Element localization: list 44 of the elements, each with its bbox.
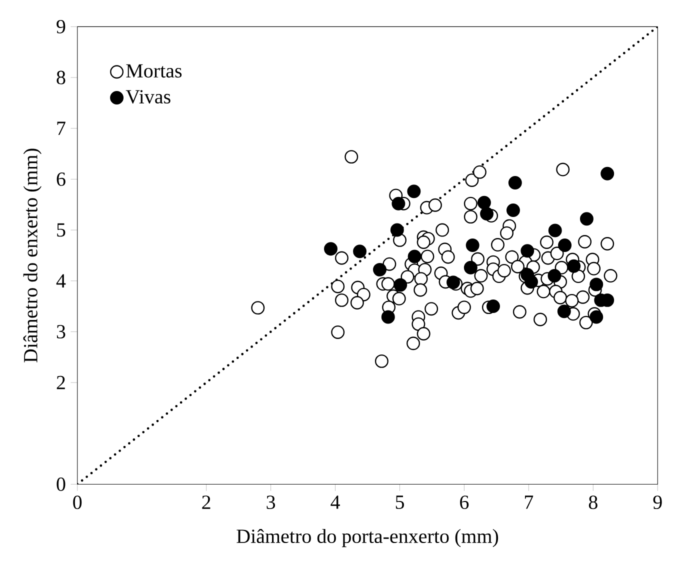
point [580, 212, 594, 226]
y-tick-label: 2 [56, 376, 65, 390]
y-tick-label: 4 [56, 274, 66, 288]
y-tick-label: 6 [56, 172, 66, 186]
y-tick-label: 5 [57, 223, 66, 237]
x-tick-label: 8 [588, 495, 598, 509]
x-tick-label: 6 [460, 495, 469, 509]
point [407, 184, 421, 198]
point [557, 304, 571, 318]
point [506, 203, 520, 217]
point [508, 176, 522, 190]
point [477, 196, 491, 210]
point [464, 260, 478, 274]
x-tick-label: 5 [396, 495, 404, 509]
y-tick-label: 3 [56, 324, 66, 338]
x-tick-label: 9 [653, 495, 662, 509]
point [558, 238, 572, 252]
point [324, 242, 338, 256]
x-tick-label: 4 [330, 495, 340, 509]
x-axis-title: Diâmetro do porta-enxerto (mm) [236, 528, 498, 548]
x-tick-label: 7 [525, 495, 534, 509]
point [390, 223, 404, 237]
point [373, 262, 386, 276]
point [480, 206, 494, 220]
x-tick-label: 2 [202, 495, 210, 509]
point [548, 224, 562, 238]
point [353, 244, 367, 258]
point [590, 310, 604, 324]
legend-label: Mortas [126, 64, 182, 78]
point [600, 166, 614, 180]
point [394, 278, 408, 292]
y-tick-label: 9 [56, 20, 66, 34]
y-tick-label: 0 [56, 477, 66, 491]
x-tick-label: 0 [73, 495, 82, 509]
y-tick-label: 8 [56, 70, 66, 84]
legend-label: Vivas [126, 90, 170, 104]
point [590, 278, 604, 292]
point [466, 238, 480, 252]
y-axis-title: Diâmetro do enxerto (mm) [23, 148, 42, 362]
point [408, 250, 422, 264]
point [486, 299, 500, 313]
y-tick-label: 7 [57, 122, 66, 135]
x-tick-label: 3 [266, 495, 276, 509]
point [381, 310, 395, 324]
